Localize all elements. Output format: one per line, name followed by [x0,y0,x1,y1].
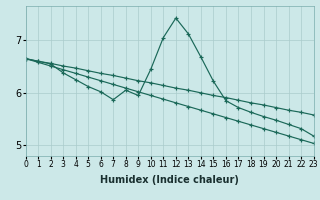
X-axis label: Humidex (Indice chaleur): Humidex (Indice chaleur) [100,175,239,185]
